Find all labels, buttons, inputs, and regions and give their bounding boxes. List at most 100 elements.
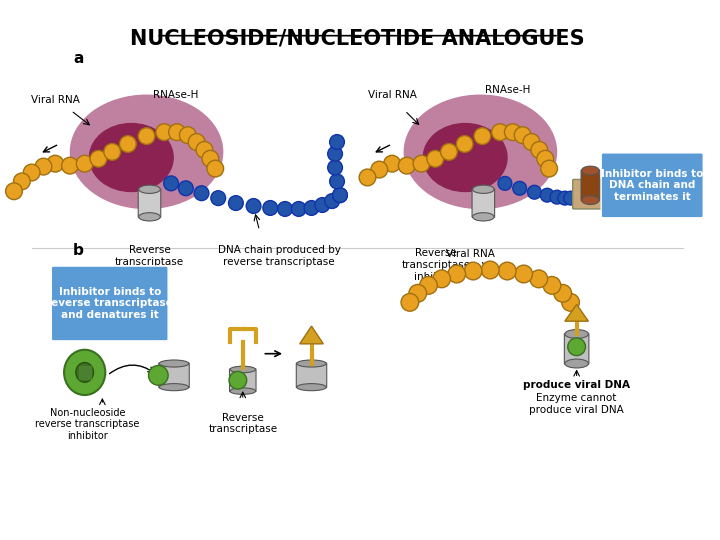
Circle shape bbox=[179, 127, 196, 144]
Text: Reverse
transcriptase: Reverse transcriptase bbox=[208, 413, 277, 434]
FancyBboxPatch shape bbox=[297, 363, 327, 388]
Circle shape bbox=[498, 177, 512, 190]
Ellipse shape bbox=[230, 388, 256, 394]
Ellipse shape bbox=[565, 329, 588, 339]
Circle shape bbox=[564, 191, 577, 205]
Ellipse shape bbox=[472, 213, 494, 221]
Circle shape bbox=[263, 200, 278, 215]
Circle shape bbox=[328, 146, 343, 161]
FancyBboxPatch shape bbox=[564, 334, 589, 364]
FancyBboxPatch shape bbox=[472, 189, 495, 217]
Ellipse shape bbox=[582, 166, 599, 175]
Ellipse shape bbox=[71, 95, 222, 208]
Text: b: b bbox=[73, 243, 84, 258]
Ellipse shape bbox=[64, 350, 105, 395]
Circle shape bbox=[474, 128, 491, 145]
Ellipse shape bbox=[582, 195, 599, 205]
Circle shape bbox=[409, 285, 426, 302]
Circle shape bbox=[168, 124, 185, 140]
Circle shape bbox=[384, 156, 400, 172]
Circle shape bbox=[492, 124, 508, 140]
Circle shape bbox=[228, 195, 243, 211]
FancyBboxPatch shape bbox=[601, 153, 703, 218]
Circle shape bbox=[359, 169, 376, 186]
Circle shape bbox=[441, 144, 457, 160]
Ellipse shape bbox=[472, 185, 494, 193]
Circle shape bbox=[120, 136, 136, 152]
Polygon shape bbox=[565, 305, 588, 321]
Circle shape bbox=[179, 181, 193, 195]
Circle shape bbox=[315, 198, 330, 212]
Circle shape bbox=[371, 161, 387, 178]
Text: Inhibitor binds to
reverse transcriptase
and denatures it: Inhibitor binds to reverse transcriptase… bbox=[46, 287, 173, 320]
Circle shape bbox=[138, 128, 155, 145]
Circle shape bbox=[14, 173, 30, 190]
Text: a: a bbox=[73, 51, 84, 66]
Circle shape bbox=[513, 181, 526, 195]
Text: DNA chain produced by
reverse transcriptase: DNA chain produced by reverse transcript… bbox=[217, 245, 341, 267]
Ellipse shape bbox=[139, 185, 161, 193]
Ellipse shape bbox=[76, 362, 94, 382]
Text: produce viral DNA: produce viral DNA bbox=[523, 380, 630, 390]
Circle shape bbox=[333, 188, 347, 202]
Circle shape bbox=[413, 156, 430, 172]
Circle shape bbox=[6, 183, 22, 200]
Circle shape bbox=[62, 157, 78, 174]
Text: Viral RNA: Viral RNA bbox=[446, 249, 495, 259]
Circle shape bbox=[76, 156, 93, 172]
Circle shape bbox=[464, 262, 482, 280]
Circle shape bbox=[420, 276, 437, 294]
Ellipse shape bbox=[159, 360, 189, 367]
Ellipse shape bbox=[565, 359, 588, 368]
Circle shape bbox=[246, 199, 261, 213]
Circle shape bbox=[482, 261, 499, 279]
Circle shape bbox=[23, 164, 40, 181]
Circle shape bbox=[47, 156, 63, 172]
Circle shape bbox=[540, 188, 554, 202]
Circle shape bbox=[401, 293, 419, 311]
Circle shape bbox=[530, 270, 548, 288]
Circle shape bbox=[188, 133, 205, 150]
Circle shape bbox=[543, 276, 561, 294]
Text: Reverse
transcriptase
inhibitor: Reverse transcriptase inhibitor bbox=[402, 248, 471, 281]
Circle shape bbox=[156, 124, 173, 140]
Circle shape bbox=[35, 158, 52, 175]
Circle shape bbox=[537, 150, 554, 167]
Ellipse shape bbox=[423, 124, 507, 192]
FancyBboxPatch shape bbox=[159, 363, 189, 388]
Circle shape bbox=[456, 136, 473, 152]
Circle shape bbox=[554, 285, 572, 302]
Circle shape bbox=[328, 160, 343, 175]
Ellipse shape bbox=[229, 372, 247, 389]
Circle shape bbox=[562, 293, 580, 311]
Circle shape bbox=[104, 144, 120, 160]
Circle shape bbox=[558, 191, 572, 205]
Circle shape bbox=[398, 157, 415, 174]
FancyBboxPatch shape bbox=[138, 189, 161, 217]
Circle shape bbox=[528, 185, 541, 199]
Text: RNAse-H: RNAse-H bbox=[485, 85, 531, 95]
Ellipse shape bbox=[139, 213, 161, 221]
FancyBboxPatch shape bbox=[572, 179, 608, 209]
Circle shape bbox=[194, 186, 209, 200]
Ellipse shape bbox=[148, 366, 168, 385]
Text: Viral RNA: Viral RNA bbox=[31, 94, 80, 105]
Ellipse shape bbox=[405, 95, 557, 208]
Polygon shape bbox=[300, 326, 323, 344]
Text: Enzyme cannot
produce viral DNA: Enzyme cannot produce viral DNA bbox=[529, 393, 624, 415]
Text: Viral RNA: Viral RNA bbox=[368, 90, 416, 100]
FancyBboxPatch shape bbox=[581, 170, 600, 200]
Circle shape bbox=[523, 133, 540, 150]
Circle shape bbox=[515, 265, 533, 283]
Ellipse shape bbox=[297, 360, 326, 367]
Circle shape bbox=[196, 141, 213, 158]
Circle shape bbox=[90, 150, 107, 167]
Circle shape bbox=[498, 262, 516, 280]
Circle shape bbox=[211, 191, 225, 206]
Text: Reverse
transcriptase: Reverse transcriptase bbox=[115, 245, 184, 267]
Circle shape bbox=[427, 150, 444, 167]
Circle shape bbox=[541, 160, 557, 177]
Circle shape bbox=[304, 200, 319, 215]
Circle shape bbox=[325, 194, 340, 208]
Circle shape bbox=[333, 188, 347, 202]
